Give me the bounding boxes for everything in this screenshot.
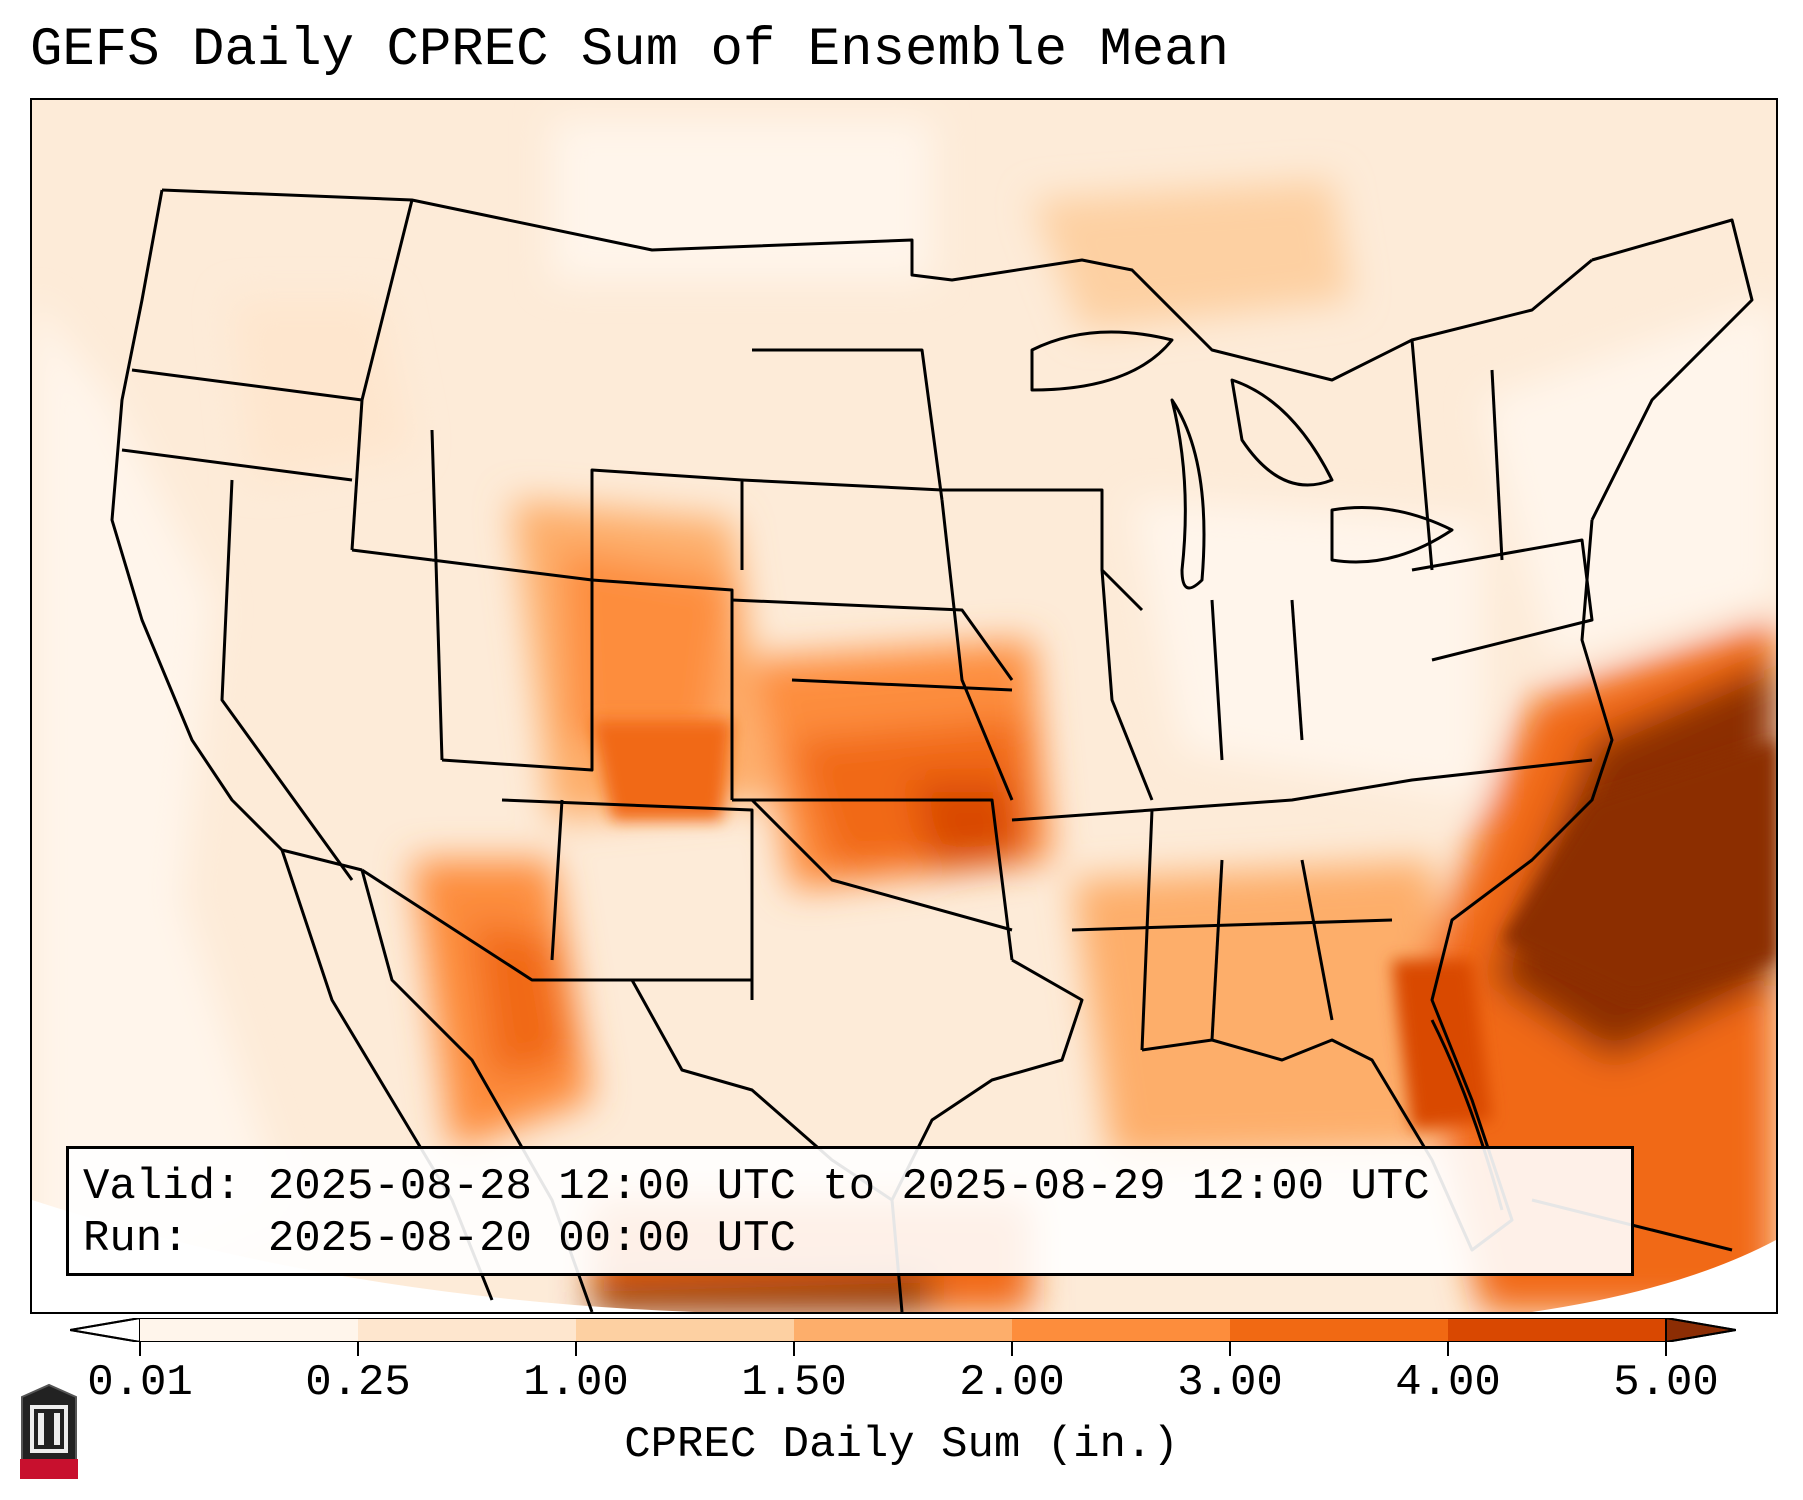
colorbar-tick-mark	[357, 1342, 359, 1356]
colorbar-tick-mark	[1447, 1342, 1449, 1356]
colorbar-tick-label: 0.25	[305, 1358, 411, 1408]
map-canvas	[32, 100, 1776, 1312]
valid-run-info-box: Valid: 2025-08-28 12:00 UTC to 2025-08-2…	[66, 1146, 1634, 1276]
colorbar-tick-mark	[793, 1342, 795, 1356]
projection-edge-se	[1532, 1240, 1776, 1312]
colorbar-tick-label: 4.00	[1395, 1358, 1501, 1408]
colorbar-tick-mark	[139, 1342, 141, 1356]
colorbar-segment	[794, 1318, 1013, 1342]
colorbar-segment	[358, 1318, 577, 1342]
colorbar-tick-label: 0.01	[87, 1358, 193, 1408]
colorbar-tick-label: 1.50	[741, 1358, 847, 1408]
colorbar-tick-mark	[1229, 1342, 1231, 1356]
colorbar-segment	[1012, 1318, 1231, 1342]
colorbar-tick-label: 5.00	[1613, 1358, 1719, 1408]
colorbar-segment	[576, 1318, 795, 1342]
colorbar-tick-mark	[1011, 1342, 1013, 1356]
precipitation-map	[30, 98, 1778, 1314]
colorbar-svg	[69, 1316, 1737, 1344]
colorbar-tick-label: 3.00	[1177, 1358, 1283, 1408]
colorbar-tick-labels: 0.01 0.25 1.00 1.50 2.00 3.00 4.00 5.00	[0, 1342, 1803, 1418]
projection-edge-sw	[32, 1200, 932, 1312]
colorbar-segment	[140, 1318, 359, 1342]
precip-detail	[592, 720, 1776, 1130]
map-title: GEFS Daily CPREC Sum of Ensemble Mean	[30, 20, 1229, 81]
run-time-text: Run: 2025-08-20 00:00 UTC	[83, 1214, 796, 1264]
colorbar-segment	[1448, 1318, 1667, 1342]
valid-time-text: Valid: 2025-08-28 12:00 UTC to 2025-08-2…	[83, 1162, 1430, 1212]
niu-logo	[20, 1383, 78, 1479]
west-coast	[110, 189, 363, 872]
colorbar-title: CPREC Daily Sum (in.)	[624, 1420, 1179, 1470]
colorbar-over-arrow	[1665, 1316, 1737, 1344]
borders	[110, 188, 1754, 1312]
colorbar-tick-label: 1.00	[523, 1358, 629, 1408]
colorbar	[69, 1316, 1737, 1344]
colorbar-tick-mark	[575, 1342, 577, 1356]
colorbar-segment	[1230, 1318, 1449, 1342]
colorbar-under-arrow	[69, 1316, 141, 1344]
colorbar-tick-mark	[1665, 1342, 1667, 1356]
niu-logo-icon	[20, 1383, 78, 1479]
colorbar-tick-label: 2.00	[959, 1358, 1065, 1408]
